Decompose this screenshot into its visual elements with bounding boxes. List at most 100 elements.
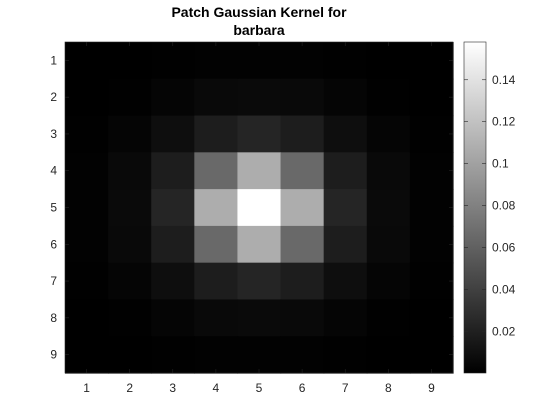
heatmap-cell-r3-c4: [194, 115, 239, 153]
heatmap-cell-r6-c9: [409, 225, 454, 264]
heatmap-cell-r6-c6: [280, 225, 325, 264]
heatmap-cell-r9-c4: [194, 336, 239, 374]
heatmap-cell-r6-c8: [366, 225, 411, 264]
heatmap-cell-r8-c7: [323, 299, 368, 337]
x-tick-label: 3: [169, 381, 176, 395]
heatmap-cell-r5-c7: [323, 189, 368, 227]
y-tick-label: 7: [50, 274, 57, 288]
heatmap-cell-r9-c2: [108, 336, 152, 374]
heatmap-cell-r3-c1: [65, 115, 109, 153]
x-tick-label: 4: [213, 381, 220, 395]
heatmap-cell-r7-c7: [323, 262, 368, 301]
colorbar-tick-label: 0.04: [492, 283, 516, 297]
y-tick-label: 6: [50, 237, 57, 251]
heatmap-cell-r9-c1: [65, 336, 109, 374]
colorbar-frame: [463, 41, 487, 374]
heatmap-cell-r2-c1: [65, 78, 109, 117]
heatmap-cell-r8-c5: [237, 299, 282, 337]
heatmap-cell-r4-c2: [108, 152, 152, 190]
y-tick-label: 2: [50, 90, 57, 104]
heatmap-cell-r8-c6: [280, 299, 325, 337]
x-tick-label: 2: [126, 381, 133, 395]
chart-title-line-2: barbara: [233, 22, 285, 38]
y-tick-label: 5: [50, 201, 57, 215]
chart-title-line-1: Patch Gaussian Kernel for: [171, 4, 347, 20]
heatmap-cell-r7-c1: [65, 262, 109, 301]
heatmap-cell-r1-c1: [65, 42, 109, 80]
heatmap-cell-r5-c6: [280, 189, 325, 227]
heatmap-cell-r8-c2: [108, 299, 152, 337]
heatmap-cell-r6-c5: [237, 225, 282, 264]
heatmap-cell-r6-c3: [151, 225, 195, 264]
heatmap-cell-r3-c7: [323, 115, 368, 153]
heatmap-cell-r2-c2: [108, 78, 152, 117]
heatmap-cell-r2-c3: [151, 78, 195, 117]
heatmap-cell-r4-c8: [366, 152, 411, 190]
x-tick-label: 5: [256, 381, 263, 395]
heatmap-cell-r7-c6: [280, 262, 325, 301]
y-tick-label: 8: [50, 311, 57, 325]
colorbar-tick-label: 0.12: [492, 115, 516, 129]
heatmap-cell-r5-c4: [194, 189, 239, 227]
heatmap-cell-r3-c3: [151, 115, 195, 153]
heatmap-cell-r1-c8: [366, 42, 411, 80]
colorbar-tick-label: 0.08: [492, 199, 516, 213]
heatmap-cell-r9-c9: [409, 336, 454, 374]
heatmap-cell-r7-c3: [151, 262, 195, 301]
x-tick-label: 1: [83, 381, 90, 395]
heatmap-cell-r4-c5: [237, 152, 282, 190]
heatmap-cell-r2-c5: [237, 78, 282, 117]
y-axis-ticks: 1 2 3 4 5 6 7 8 9: [50, 53, 453, 362]
x-tick-label: 7: [342, 381, 349, 395]
heatmap-cell-r9-c7: [323, 336, 368, 374]
heatmap-cell-r9-c8: [366, 336, 411, 374]
heatmap-plot-area: [65, 42, 454, 374]
heatmap-cell-r8-c1: [65, 299, 109, 337]
heatmap-cell-r3-c2: [108, 115, 152, 153]
heatmap-cell-r5-c2: [108, 189, 152, 227]
colorbar-tick-label: 0.1: [492, 157, 509, 171]
heatmap-cell-r8-c9: [409, 299, 454, 337]
colorbar-tick-label: 0.02: [492, 324, 516, 338]
y-tick-label: 9: [50, 348, 57, 362]
y-tick-label: 3: [50, 127, 57, 141]
colorbar-gradient: [464, 42, 486, 373]
heatmap-cell-r5-c3: [151, 189, 195, 227]
x-tick-label: 9: [428, 381, 435, 395]
heatmap-cell-r2-c7: [323, 78, 368, 117]
y-tick-label: 4: [50, 164, 57, 178]
heatmap-cell-r1-c5: [237, 42, 282, 80]
heatmap-cell-r3-c6: [280, 115, 325, 153]
heatmap-cell-r5-c9: [409, 189, 454, 227]
colorbar-ticks: 0.02 0.04 0.06 0.08 0.1 0.12 0.14: [464, 73, 516, 338]
colorbar: 0.02 0.04 0.06 0.08 0.1 0.12 0.14: [463, 41, 516, 374]
heatmap-cell-r4-c7: [323, 152, 368, 190]
heatmap-cell-r8-c8: [366, 299, 411, 337]
heatmap-cell-r8-c4: [194, 299, 239, 337]
heatmap-cell-r7-c2: [108, 262, 152, 301]
heatmap-cell-r1-c6: [280, 42, 325, 80]
heatmap-cell-r4-c1: [65, 152, 109, 190]
heatmap-cell-r2-c9: [409, 78, 454, 117]
y-tick-label: 1: [50, 53, 57, 67]
heatmap-cell-r4-c9: [409, 152, 454, 190]
heatmap-cell-r7-c8: [366, 262, 411, 301]
heatmap-cell-r1-c7: [323, 42, 368, 80]
heatmap-cell-r2-c6: [280, 78, 325, 117]
heatmap-cell-r4-c6: [280, 152, 325, 190]
heatmap-cell-r6-c4: [194, 225, 239, 264]
heatmap-cell-r3-c5: [237, 115, 282, 153]
heatmap-cell-r1-c9: [409, 42, 454, 80]
colorbar-tick-label: 0.06: [492, 241, 516, 255]
heatmap-cell-r6-c1: [65, 225, 109, 264]
x-tick-label: 8: [385, 381, 392, 395]
heatmap-cell-r1-c4: [194, 42, 239, 80]
heatmap-cell-r4-c4: [194, 152, 239, 190]
heatmap-cell-r5-c1: [65, 189, 109, 227]
heatmap-cell-r2-c4: [194, 78, 239, 117]
colorbar-tick-label: 0.14: [492, 73, 516, 87]
heatmap-cell-r8-c3: [151, 299, 195, 337]
heatmap-cell-r9-c6: [280, 336, 325, 374]
x-axis-ticks: 1 2 3 4 5 6 7 8 9: [83, 42, 435, 395]
